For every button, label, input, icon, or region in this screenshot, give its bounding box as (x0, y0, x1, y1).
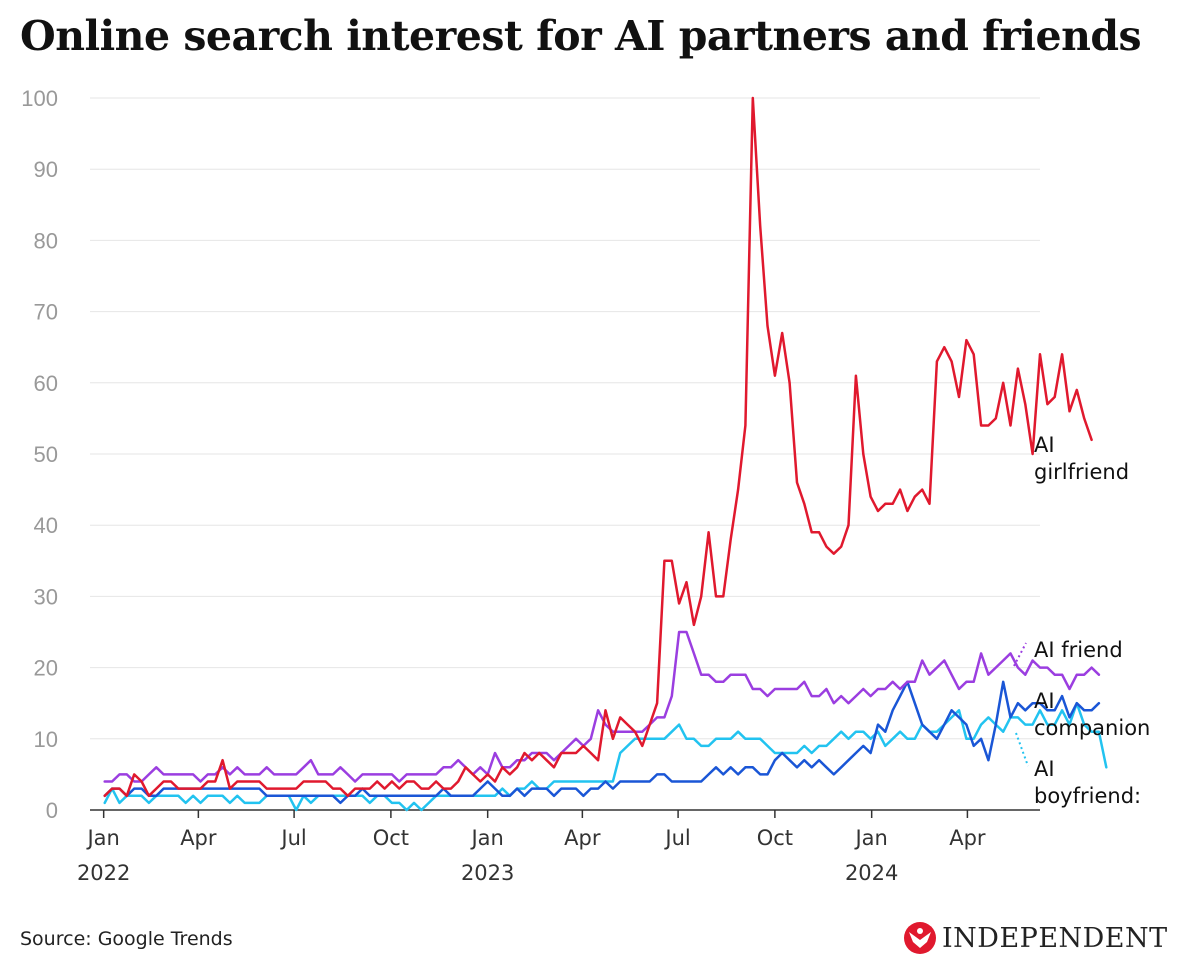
series-line-ai-friend (103, 630, 1101, 783)
series-label: AI (1034, 689, 1055, 713)
series-label: AI (1034, 757, 1055, 781)
y-tick-label: 90 (34, 157, 58, 182)
x-axis: Jan 2022 Apr Jul Oct Jan 2023 Apr Jul Oct Jan 2024 A… (77, 810, 986, 885)
series-leader-line (1015, 732, 1029, 767)
series-leader-line (1013, 642, 1027, 667)
x-tick-label: Jul (279, 826, 306, 850)
x-tick-label: Jul (663, 826, 690, 850)
y-tick-label: 20 (34, 656, 58, 681)
brand-mark-circle (904, 922, 936, 954)
eagle-icon (904, 922, 936, 954)
series-labels: AI girlfriend AI friend AI companion AI boyfri… (1013, 433, 1150, 808)
y-tick-label: 50 (34, 442, 58, 467)
x-tick-label: Oct (757, 826, 793, 850)
series-label: AI (1034, 433, 1055, 457)
x-tick-label: Apr (949, 826, 986, 850)
y-tick-label: 100 (21, 86, 58, 111)
y-axis: 0 10 20 30 40 50 60 70 80 90 100 (21, 86, 58, 823)
series-label: companion (1034, 716, 1150, 740)
series-label: boyfriend: (1034, 784, 1141, 808)
y-tick-label: 70 (34, 300, 58, 325)
x-tick-year: 2022 (77, 861, 130, 885)
x-tick-label: Jan (853, 826, 887, 850)
source-note: Source: Google Trends (20, 928, 233, 950)
series-line-ai-companion (103, 680, 1101, 805)
gridlines (90, 97, 1040, 740)
y-tick-label: 60 (34, 371, 58, 396)
x-tick-label: Apr (564, 826, 601, 850)
y-tick-label: 80 (34, 228, 58, 253)
series-label: girlfriend (1034, 460, 1129, 484)
x-tick-label: Jan (469, 826, 503, 850)
x-tick-year: 2024 (845, 861, 898, 885)
series-line-ai-girlfriend (103, 96, 1093, 798)
brand-logo: INDEPENDENT (903, 921, 1168, 955)
x-tick-label: Apr (180, 826, 217, 850)
x-tick-label: Jan (85, 826, 119, 850)
y-tick-label: 30 (34, 584, 58, 609)
brand-mark-wings (909, 932, 931, 948)
series-lines (103, 96, 1108, 812)
y-tick-label: 0 (46, 798, 58, 823)
series-label: AI friend (1034, 638, 1123, 662)
series-line-ai-boyfriend (103, 701, 1108, 812)
y-tick-label: 10 (34, 727, 58, 752)
x-tick-label: Oct (373, 826, 409, 850)
brand-name: INDEPENDENT (942, 922, 1168, 954)
chart-title: Online search interest for AI partners a… (20, 12, 1142, 60)
y-tick-label: 40 (34, 513, 58, 538)
brand-mark-head (917, 928, 923, 934)
x-tick-year: 2023 (461, 861, 514, 885)
